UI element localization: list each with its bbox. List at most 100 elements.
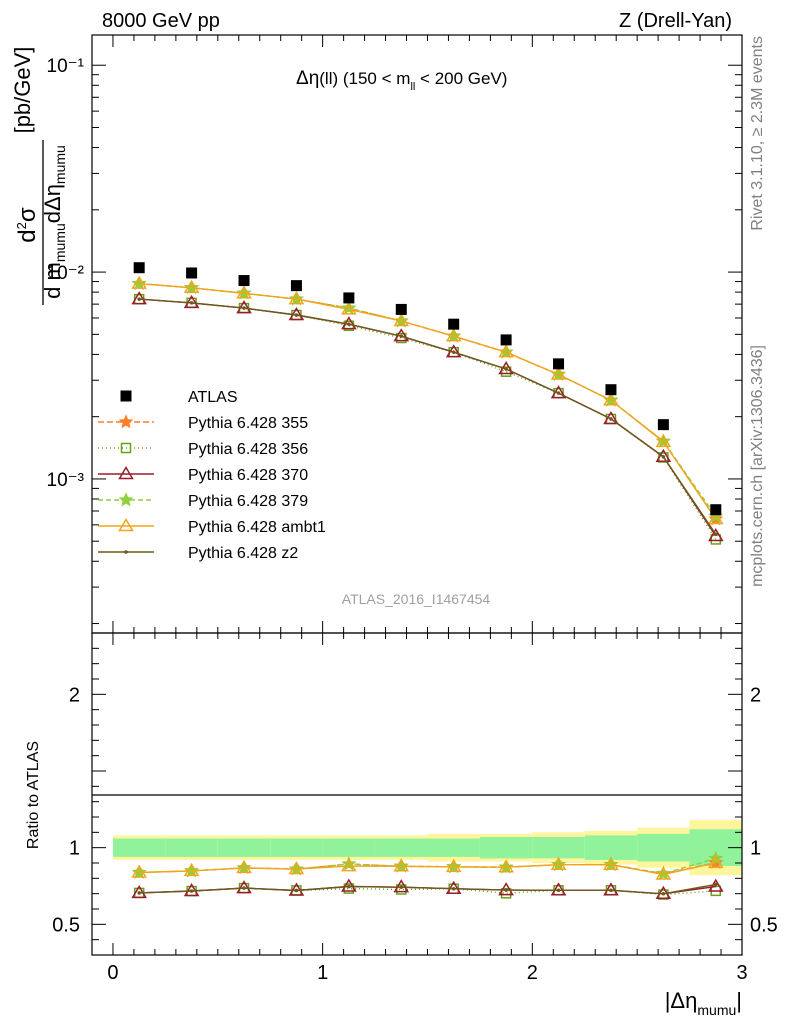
ratio-point <box>655 865 671 880</box>
legend-marker <box>118 466 134 480</box>
legend-label: Pythia 6.428 379 <box>188 493 308 510</box>
series-point <box>347 322 351 326</box>
ratio-pythia-6-428-ambt1 <box>131 854 724 880</box>
series-point <box>713 532 718 537</box>
ratio-point <box>131 864 147 878</box>
series-point <box>183 279 200 294</box>
series-point <box>556 391 561 395</box>
data-point <box>448 318 460 330</box>
inner-band-bin <box>165 838 218 857</box>
ratio-point <box>603 882 619 896</box>
data-point <box>710 504 722 516</box>
series-point <box>550 366 567 380</box>
ratio-tick-label-right: 1 <box>750 838 761 860</box>
series-point <box>655 433 672 448</box>
legend-label: Pythia 6.428 370 <box>188 467 308 484</box>
ratio-point <box>504 888 508 892</box>
axes: 0 1 2 3 10⁻³ 10⁻² 10⁻¹ 0.5 0.5 1 1 2 2 <box>47 34 778 984</box>
data-point <box>657 419 669 431</box>
legend-entry-pythia-6-428-356: Pythia 6.428 356 <box>98 441 308 458</box>
legend-entry-atlas: ATLAS <box>120 389 238 406</box>
series-point <box>707 528 724 542</box>
series-point <box>445 328 462 342</box>
ratio-pythia-6-428-z2 <box>137 882 718 896</box>
svg-text:d mmumudΔηmumu: d mmumudΔηmumu <box>40 145 68 299</box>
legend-marker <box>118 518 134 532</box>
series-point <box>707 511 724 525</box>
series-point <box>131 275 147 290</box>
series-point <box>399 334 404 338</box>
analysis-tag: ATLAS_2016_I1467454 <box>342 591 491 607</box>
series-point <box>341 301 357 315</box>
legend-label: Pythia 6.428 z2 <box>188 545 298 562</box>
ratio-tick-label-right: 2 <box>750 684 761 706</box>
y-tick-label: 10⁻² <box>47 263 85 284</box>
series-point <box>655 433 671 448</box>
mcplots-label: mcplots.cern.ch [arXiv:1306.3436] <box>749 345 766 587</box>
series-pythia-6-428-z2 <box>137 297 718 537</box>
legend-marker <box>118 414 134 429</box>
y-axis-label: d2σ d mmumudΔηmumu [pb/GeV] <box>10 47 68 305</box>
series-point <box>609 417 613 421</box>
series-point <box>603 392 619 406</box>
ratio-point <box>498 882 514 896</box>
legend-entry-pythia-6-428-355: Pythia 6.428 355 <box>98 414 308 432</box>
ratio-point <box>137 891 141 895</box>
legend-label: Pythia 6.428 355 <box>188 415 308 432</box>
x-tick-label: 1 <box>317 962 328 984</box>
legend-label: Pythia 6.428 ambt1 <box>188 519 326 536</box>
data-point <box>500 334 512 346</box>
ratio-uncertainty-bands <box>112 820 742 876</box>
plot-title: Δη(ll) (150 < mll < 200 GeV) <box>296 68 507 93</box>
legend-entry-pythia-6-428-379: Pythia 6.428 379 <box>98 492 308 510</box>
data-point <box>605 384 617 396</box>
rivet-version-label: Rivet 3.1.10, ≥ 2.3M events <box>749 36 766 231</box>
ratio-point <box>341 878 357 892</box>
ratio-point <box>236 880 252 894</box>
ratio-point <box>550 882 567 896</box>
ratio-point <box>399 885 404 889</box>
legend-entry-pythia-6-428-z2: Pythia 6.428 z2 <box>98 545 298 562</box>
ratio-point <box>294 888 299 893</box>
inner-band-bin <box>427 838 480 857</box>
ratio-point <box>445 858 462 873</box>
series-point <box>393 313 410 327</box>
inner-band-bin <box>112 838 166 857</box>
legend-label: ATLAS <box>188 389 238 406</box>
ratio-y-label: Ratio to ATLAS <box>25 741 42 849</box>
ratio-line <box>139 862 716 876</box>
legend-label: Pythia 6.428 356 <box>188 441 308 458</box>
header-right: Z (Drell-Yan) <box>619 10 732 32</box>
series-point <box>710 534 722 545</box>
data-point <box>553 358 565 370</box>
series-point <box>183 294 200 309</box>
legend-marker <box>118 492 134 507</box>
ratio-point <box>550 856 567 870</box>
series-line <box>139 282 717 520</box>
ratio-point <box>655 866 672 880</box>
atlas-data-points <box>133 262 722 516</box>
x-axis-label: |Δηmumu| <box>665 988 742 1018</box>
inner-band-bin <box>217 838 271 857</box>
main-frame <box>91 34 743 634</box>
ratio-series <box>131 850 724 900</box>
ratio-tick-label-right: 0.5 <box>750 914 778 936</box>
ratio-point <box>451 886 456 891</box>
ratio-point <box>661 891 666 896</box>
series-point <box>131 291 147 305</box>
series-point <box>661 454 666 459</box>
ratio-point <box>183 862 200 877</box>
data-point <box>290 280 302 292</box>
series-point <box>655 448 672 463</box>
series-point <box>137 297 141 301</box>
ratio-point <box>341 858 357 872</box>
ratio-point <box>393 879 410 893</box>
x-tick-label: 2 <box>527 962 538 984</box>
legend-marker <box>124 550 128 554</box>
ratio-tick-label-left: 2 <box>69 684 80 706</box>
inner-band-bin <box>584 835 638 860</box>
ratio-tick-label-left: 1 <box>69 838 80 860</box>
series-pythia-6-428-ambt1 <box>131 275 724 525</box>
series-point <box>294 313 299 317</box>
